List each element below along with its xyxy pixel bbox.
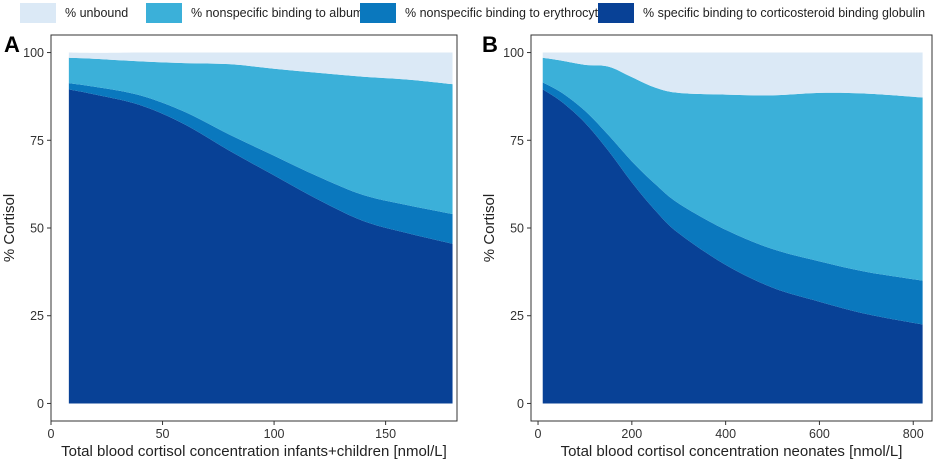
panel-a-xlabel: Total blood cortisol concentration infan… — [61, 443, 447, 460]
panel-b-ytick-label-25: 25 — [510, 309, 524, 323]
legend: % unbound % nonspecific binding to album… — [0, 0, 941, 26]
panel-b-area-erythrocytes — [542, 82, 923, 325]
panel-b-ytick-label-100: 100 — [503, 46, 524, 60]
panel-a-xtick-label-0: 0 — [48, 427, 55, 441]
panel-b-area-unbound — [542, 52, 923, 98]
panel-a-area-albumin — [68, 57, 453, 214]
legend-label-unbound: % unbound — [65, 6, 129, 20]
legend-label-albumin: % nonspecific binding to albumin — [191, 6, 374, 20]
legend-item-erythrocytes: % nonspecific binding to erythrocytes — [360, 3, 611, 23]
legend-label-cbg: % specific binding to corticosteroid bin… — [643, 6, 926, 20]
panel-a-xtick-label-150: 150 — [375, 427, 396, 441]
panel-b-ylabel: % Cortisol — [481, 194, 498, 262]
legend-swatch-erythrocytes — [360, 3, 396, 23]
panel-b-xtick-label-800: 800 — [903, 427, 924, 441]
panel-a-ytick-label-25: 25 — [30, 309, 44, 323]
panel-b-area-albumin — [542, 57, 923, 281]
panel-b-xtick-label-600: 600 — [809, 427, 830, 441]
panel-a-ytick-label-0: 0 — [37, 397, 44, 411]
panel-b-xlabel: Total blood cortisol concentration neona… — [561, 443, 903, 460]
panel-b-ytick-label-0: 0 — [517, 397, 524, 411]
legend-item-cbg: % specific binding to corticosteroid bin… — [598, 3, 925, 23]
legend-item-albumin: % nonspecific binding to albumin — [146, 3, 373, 23]
panel-b-xtick-label-0: 0 — [535, 427, 542, 441]
panel-a-area-erythrocytes — [68, 83, 453, 244]
panel-a-ytick-label-75: 75 — [30, 134, 44, 148]
panel-b-xtick-label-400: 400 — [715, 427, 736, 441]
panel-a-area-unbound — [68, 52, 453, 85]
panel-b-ytick-label-75: 75 — [510, 134, 524, 148]
panel-a-xtick-label-100: 100 — [264, 427, 285, 441]
panel-b-ytick-label-50: 50 — [510, 222, 524, 236]
legend-swatch-cbg — [598, 3, 634, 23]
panel-a-ytick-label-100: 100 — [23, 46, 44, 60]
legend-swatch-albumin — [146, 3, 182, 23]
panel-b-area-cbg — [542, 89, 923, 404]
legend-item-unbound: % unbound — [20, 3, 128, 23]
panel-b-letter: B — [482, 32, 498, 57]
panel-a-ylabel: % Cortisol — [1, 194, 18, 262]
legend-label-erythrocytes: % nonspecific binding to erythrocytes — [405, 6, 612, 20]
panel-b-xtick-label-200: 200 — [621, 427, 642, 441]
panel-a-area-cbg — [68, 89, 453, 404]
panel-a-xtick-label-50: 50 — [156, 427, 170, 441]
legend-swatch-unbound — [20, 3, 56, 23]
panel-a-ytick-label-50: 50 — [30, 222, 44, 236]
panel-a-letter: A — [4, 32, 20, 57]
